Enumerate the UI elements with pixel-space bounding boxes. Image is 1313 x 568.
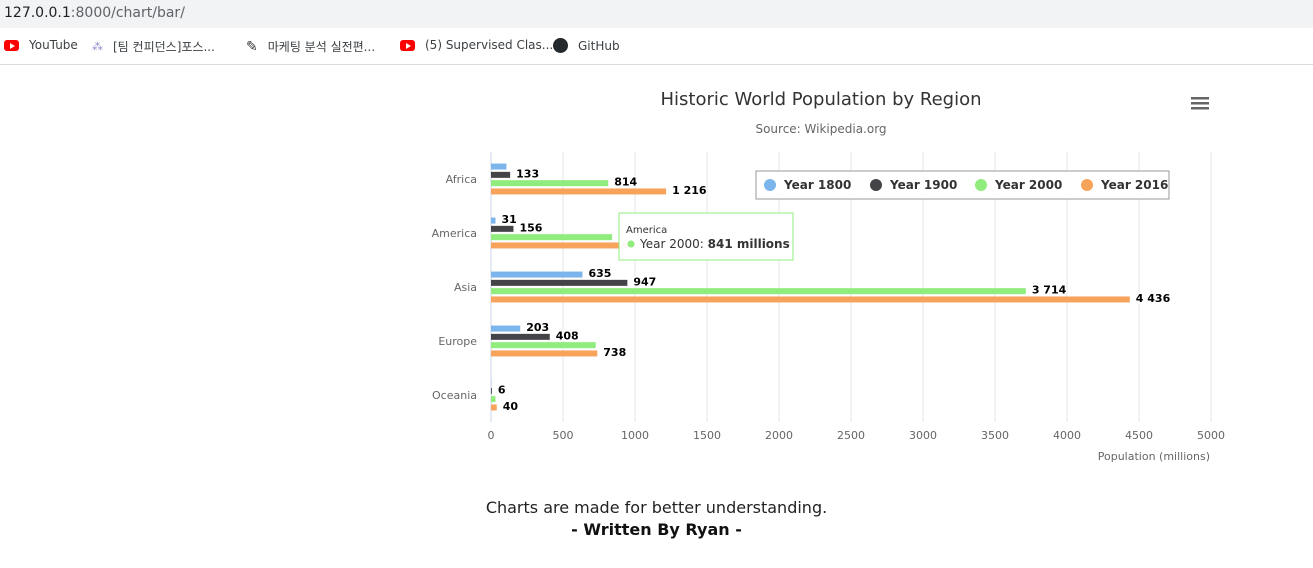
github-icon [553,38,568,53]
bar[interactable] [491,350,598,357]
category-label: Asia [454,281,477,294]
bar[interactable] [491,180,609,187]
data-label: 738 [603,346,626,359]
legend-marker [1081,179,1093,191]
url-path: :8000/chart/bar/ [70,5,185,21]
legend-marker [764,179,776,191]
tooltip-value: 841 millions [708,237,790,251]
legend-item[interactable]: Year 1900 [889,178,957,192]
bar[interactable] [491,234,613,241]
bar[interactable] [491,333,550,340]
chart-title: Historic World Population by Region [660,89,981,110]
data-label: 635 [588,267,611,280]
footer-author: - Written By Ryan - [571,520,742,539]
chart-subtitle: Source: Wikipedia.org [755,122,886,136]
bar[interactable] [491,171,511,178]
x-tick-label: 2500 [837,429,865,442]
data-label: 947 [633,275,656,288]
bar[interactable] [491,288,1026,295]
bookmark-label: 마케팅 분석 실전편... [267,40,376,54]
bar[interactable] [491,271,583,278]
bookmarks-bar: YouTube ⁂ [팀 컨피던스]포스... ✎ 마케팅 분석 실전편... … [0,28,1313,65]
data-label: 6 [498,383,506,396]
bar[interactable] [491,188,667,195]
bookmark-label: (5) Supervised Clas... [425,38,554,52]
youtube-icon [4,39,19,51]
bar[interactable] [491,396,496,403]
data-label: 1 216 [672,184,707,197]
menu-icon[interactable] [1191,97,1209,110]
data-label: 3 714 [1032,284,1067,297]
data-label: 814 [614,176,637,189]
x-tick-label: 3000 [909,429,937,442]
bar[interactable] [491,242,636,249]
data-label: 40 [503,400,519,413]
category-label: Europe [438,335,477,348]
bar[interactable] [491,217,496,224]
bookmark-label: YouTube [29,38,78,52]
bar[interactable] [491,342,596,349]
address-bar[interactable]: 127.0.0.1:8000/chart/bar/ [0,0,1313,28]
bookmark-team-confidence[interactable]: ⁂ [팀 컨피던스]포스... [92,38,215,55]
x-tick-label: 2000 [765,429,793,442]
x-tick-label: 4500 [1125,429,1153,442]
data-label: 133 [516,167,539,180]
x-tick-label: 1500 [693,429,721,442]
tooltip: America Year 2000: 841 millions [618,212,794,261]
data-label: 408 [556,329,579,342]
x-tick-label: 0 [488,429,495,442]
data-label: 203 [526,321,549,334]
data-label: 156 [519,221,542,234]
tooltip-colon: : [700,237,708,251]
bookmark-label: [팀 컨피던스]포스... [113,40,215,54]
url-text[interactable]: 127.0.0.1:8000/chart/bar/ [4,5,185,21]
bar[interactable] [491,225,514,232]
x-tick-label: 3500 [981,429,1009,442]
bar[interactable] [491,387,492,394]
url-host: 127.0.0.1 [4,5,71,21]
x-tick-label: 500 [553,429,574,442]
bar[interactable] [491,163,507,170]
population-chart: Historic World Population by Region Sour… [432,89,1225,463]
legend-item[interactable]: Year 2016 [1100,178,1168,192]
tooltip-marker [627,240,635,248]
legend-marker [975,179,987,191]
tooltip-category: America [626,225,667,236]
x-tick-label: 4000 [1053,429,1081,442]
pen-icon: ✎ [246,38,258,55]
bookmark-supervised[interactable]: (5) Supervised Clas... [400,38,553,52]
svg-text:Year 2000: 841 millions: Year 2000: 841 millions [639,237,790,251]
footer-caption: Charts are made for better understanding… [485,498,828,517]
category-label: Oceania [432,389,477,402]
youtube-icon [400,39,415,51]
bookmark-marketing[interactable]: ✎ 마케팅 분석 실전편... [246,38,375,55]
category-label: Africa [446,173,477,186]
legend: Year 1800 Year 1900 Year 2000 Year 2016 [755,170,1170,200]
x-axis-title: Population (millions) [1098,450,1210,463]
category-label: America [432,227,477,240]
x-tick-label: 1000 [621,429,649,442]
bookmark-label: GitHub [578,38,620,53]
bar[interactable] [491,296,1130,303]
legend-item[interactable]: Year 2000 [994,178,1062,192]
bar[interactable] [491,404,497,411]
legend-marker [870,179,882,191]
data-label: 31 [501,213,516,226]
tooltip-series: Year 2000 [639,237,700,251]
bar[interactable] [491,325,521,332]
bar[interactable] [491,279,628,286]
x-tick-label: 5000 [1197,429,1225,442]
bookmark-github[interactable]: GitHub [553,38,620,53]
dots-icon: ⁂ [92,40,103,53]
bookmark-youtube[interactable]: YouTube [4,38,78,52]
data-label: 4 436 [1136,292,1171,305]
legend-item[interactable]: Year 1800 [783,178,851,192]
